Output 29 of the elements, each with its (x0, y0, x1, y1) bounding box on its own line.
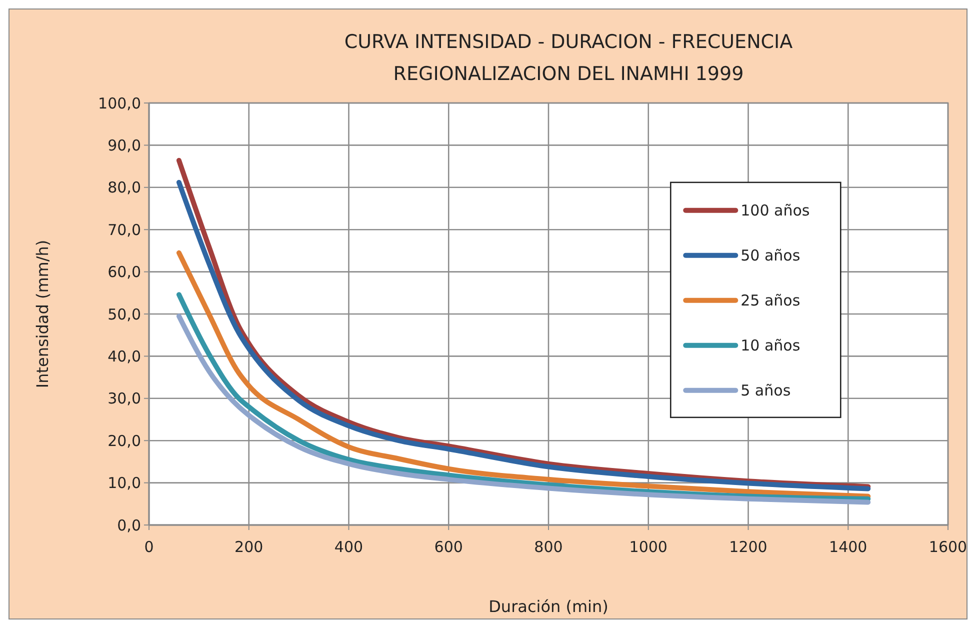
y-axis-title: Intensidad (mm/h) (33, 240, 52, 388)
y-tick-label: 20,0 (108, 432, 141, 450)
x-tick-label: 800 (534, 538, 563, 556)
legend-label: 25 años (740, 292, 800, 310)
x-tick-label: 1400 (829, 538, 868, 556)
y-tick-label: 70,0 (108, 220, 141, 239)
chart-subtitle: REGIONALIZACION DEL INAMHI 1999 (393, 63, 744, 85)
y-tick-label: 60,0 (108, 263, 141, 282)
y-tick-label: 90,0 (108, 136, 141, 154)
x-tick-label: 400 (334, 538, 364, 556)
x-tick-label: 0 (144, 538, 154, 556)
legend-label: 100 años (740, 202, 810, 220)
y-tick-label: 40,0 (108, 347, 141, 366)
x-tick-label: 600 (434, 538, 463, 556)
y-tick-label: 10,0 (108, 474, 141, 492)
y-tick-label: 50,0 (108, 305, 141, 324)
legend-label: 50 años (740, 246, 800, 265)
x-tick-label: 1200 (729, 538, 768, 556)
legend-label: 5 años (740, 382, 791, 400)
y-tick-label: 0,0 (117, 516, 141, 534)
x-tick-label: 200 (234, 538, 264, 556)
chart-title: CURVA INTENSIDAD - DURACION - FRECUENCIA (344, 31, 793, 53)
x-tick-label: 1600 (928, 538, 968, 556)
y-tick-label: 100,0 (98, 94, 141, 112)
legend-label: 10 años (740, 336, 800, 355)
x-tick-label: 1000 (629, 538, 668, 556)
x-axis-title: Duración (min) (488, 597, 608, 616)
y-tick-label: 30,0 (108, 390, 141, 408)
y-tick-label: 80,0 (108, 178, 141, 197)
